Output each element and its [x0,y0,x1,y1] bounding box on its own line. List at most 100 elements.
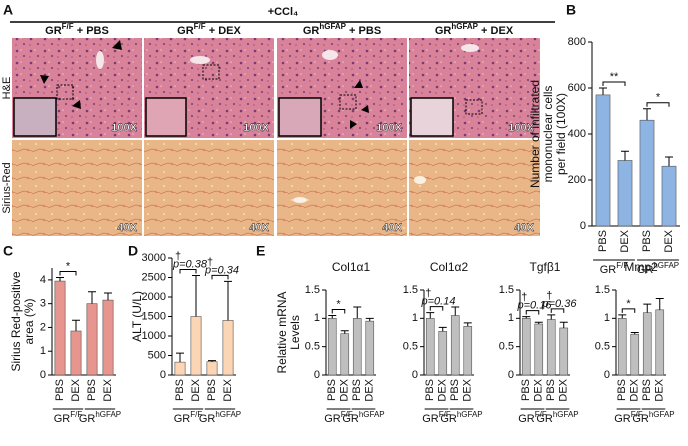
x-tick-label: DEX [190,378,202,401]
bar [222,320,234,376]
bar [595,94,611,227]
bar [190,316,202,376]
error-bar [426,312,435,319]
x-tick-label: DEX [339,378,351,401]
text-base: GR [303,25,320,37]
error-bar [353,306,362,319]
text-base: GR [324,413,341,425]
y-tick-label: 1000 [142,330,166,342]
magnification: 100X [508,122,534,134]
text-base: GR [45,25,62,37]
vessel [293,197,307,203]
x-tick-label: PBS [54,379,66,401]
group-label: GRF/F [54,410,83,425]
y-tick-label: 1.5 [595,284,610,296]
error-bar [665,156,673,167]
group-label: GRhGFAP [342,410,384,425]
row-label: H&E [1,77,13,100]
bar [70,330,82,376]
text-sup: hGFAP [359,410,385,419]
bar [534,323,544,376]
magnification: 40X [382,222,402,234]
y-tick-label: 3 [40,298,46,310]
text-sup: hGFAP [457,410,483,419]
error-bar [56,277,64,282]
x-tick-label: DEX [558,378,570,401]
y-tick-label: 2 [40,321,46,333]
x-tick-label: PBS [520,379,532,401]
text-base: GR [177,25,194,37]
micrograph [12,140,142,236]
panel-letter: C [3,243,13,259]
x-tick-label: PBS [449,379,461,401]
magnification: 100X [376,122,402,134]
x-tick-label: PBS [326,379,338,401]
p-value: p=0.16 [517,300,553,312]
vessel [414,176,426,184]
text-sup: F/F [70,410,82,419]
y-tick-label: 0.5 [595,341,610,353]
x-tick-label: PBS [174,379,186,401]
text-sup: hGFAP [319,22,346,31]
significance-mark: * [656,92,661,104]
bar [206,361,218,376]
inset [410,97,454,137]
significance-bracket [429,306,444,311]
dagger: † [175,250,181,262]
y-tick-label: 400 [568,128,586,140]
text-rest: + PBS [74,25,109,37]
panel-letter: E [256,243,265,259]
text-base: GR [54,413,71,425]
text-base: GR [518,413,535,425]
column-header: GRF/F + DEX [177,22,241,37]
text-base: GR [79,413,96,425]
x-tick-label: DEX [437,378,449,401]
text-base: GR [342,413,359,425]
x-tick-label: DEX [663,229,675,252]
y-tick-label: 0.5 [305,341,320,353]
group-label: GRF/F [174,410,203,425]
x-tick-label: PBS [206,379,218,401]
panel-letter: B [566,2,576,18]
bar [463,325,473,376]
error-bar [643,303,652,313]
text-sup: hGFAP [653,261,679,270]
text-base: GR [536,413,553,425]
bar [546,319,556,376]
y-axis-label: mononuclear cells [541,86,555,183]
text-sup: hGFAP [95,410,121,419]
y-tick-label: 500 [148,349,166,361]
y-tick-label: 0 [508,369,514,381]
micrograph [409,140,540,236]
panel-letter: D [128,243,138,259]
vessel [322,50,338,60]
panel-letter: A [3,2,13,18]
error-bar [643,108,651,121]
group-label: GRhGFAP [79,410,121,425]
bar [450,315,460,376]
error-bar [559,321,568,328]
dagger: † [425,288,431,300]
text-sup: F/F [190,410,202,419]
significance-bracket [211,274,229,280]
vessel [190,56,210,64]
column-header: GRhGFAP + PBS [303,22,381,37]
bar [340,333,350,376]
y-tick-label: 0 [580,220,586,232]
text-sup: F/F [439,410,451,419]
error-bar [365,317,374,322]
chart-title: Col1α2 [430,260,469,274]
x-tick-label: PBS [616,379,628,401]
text-sup: hGFAP [649,410,675,419]
zoom-box [202,64,220,80]
error-bar [599,87,607,95]
text-sup: F/F [62,22,74,31]
y-axis-label: Levels [288,315,302,350]
significance-bracket [59,271,77,276]
inset [278,97,322,137]
bar [174,361,186,376]
error-bar [438,326,447,332]
error-bar [340,330,349,334]
significance-bracket [331,309,346,314]
